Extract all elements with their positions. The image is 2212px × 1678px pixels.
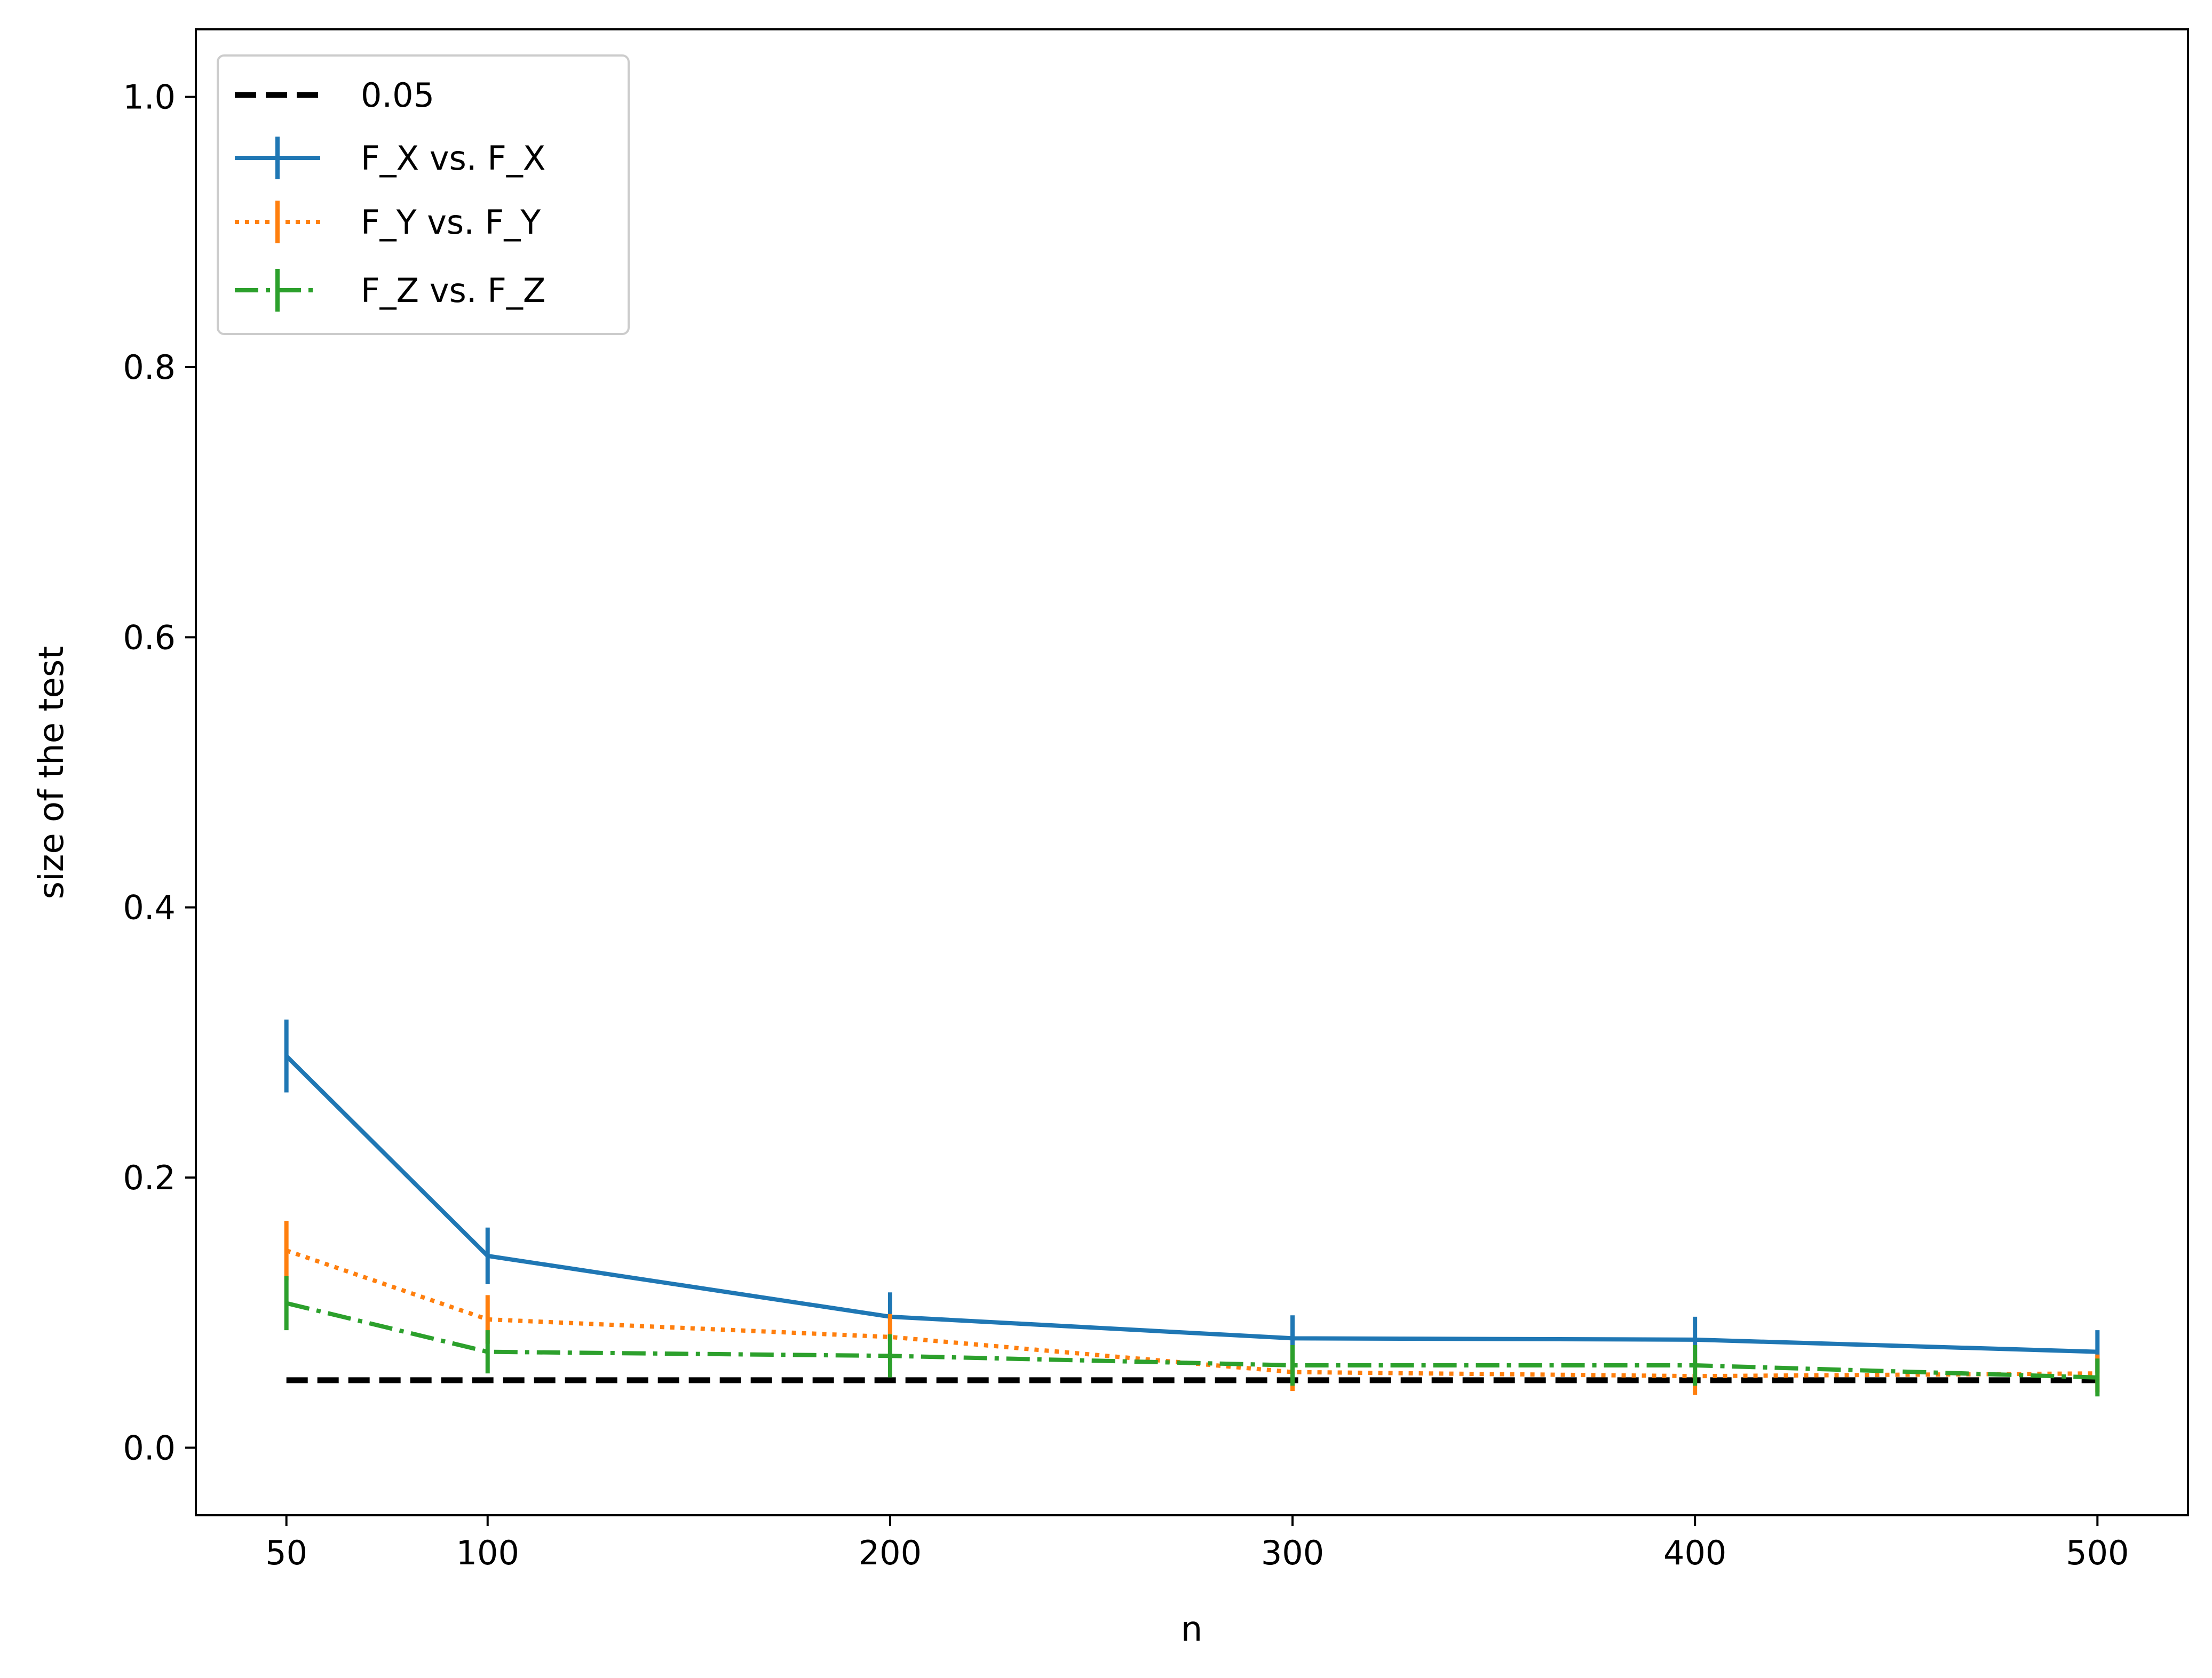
legend-label-fx: F_X vs. F_X: [361, 139, 545, 178]
x-tick-label: 500: [2066, 1533, 2129, 1572]
series-line-1: [286, 1248, 2098, 1379]
series-line-2: [286, 1301, 2098, 1380]
x-axis-label: n: [1181, 1610, 1203, 1649]
x-tick-label: 400: [1663, 1533, 1726, 1572]
x-tick-label: 50: [265, 1533, 307, 1572]
axis-ticks: 50 100 200 300 400 500 0.0 0.2 0.4 0.6 0.8 1.0: [123, 78, 2129, 1572]
legend-box: [217, 54, 630, 335]
y-tick-label: 1.0: [123, 78, 176, 117]
legend-entry-fx: F_X vs. F_X: [235, 137, 545, 179]
x-tick-label: 100: [456, 1533, 519, 1572]
legend-label-reference: 0.05: [361, 76, 434, 115]
x-tick-label: 300: [1261, 1533, 1324, 1572]
y-tick-label: 0.4: [123, 888, 176, 927]
legend: 0.05 F_X vs. F_X F_Y vs. F_Y F_Z vs. F_Z: [217, 54, 630, 335]
y-tick-label: 0.8: [123, 348, 176, 387]
legend-entry-fy: F_Y vs. F_Y: [235, 201, 541, 243]
legend-label-fz: F_Z vs. F_Z: [361, 271, 545, 310]
legend-entry-reference: 0.05: [235, 76, 434, 115]
plot-area: [284, 1019, 2100, 1397]
axes-frame: [195, 28, 2189, 1516]
x-tick-label: 200: [859, 1533, 922, 1572]
series-line-0: [284, 1054, 2098, 1354]
y-axis-label: size of the test: [32, 646, 72, 900]
legend-label-fy: F_Y vs. F_Y: [361, 203, 541, 242]
y-tick-label: 0.6: [123, 618, 176, 657]
legend-entry-fz: F_Z vs. F_Z: [235, 269, 545, 312]
y-tick-label: 0.0: [123, 1428, 176, 1467]
y-tick-label: 0.2: [123, 1158, 176, 1197]
